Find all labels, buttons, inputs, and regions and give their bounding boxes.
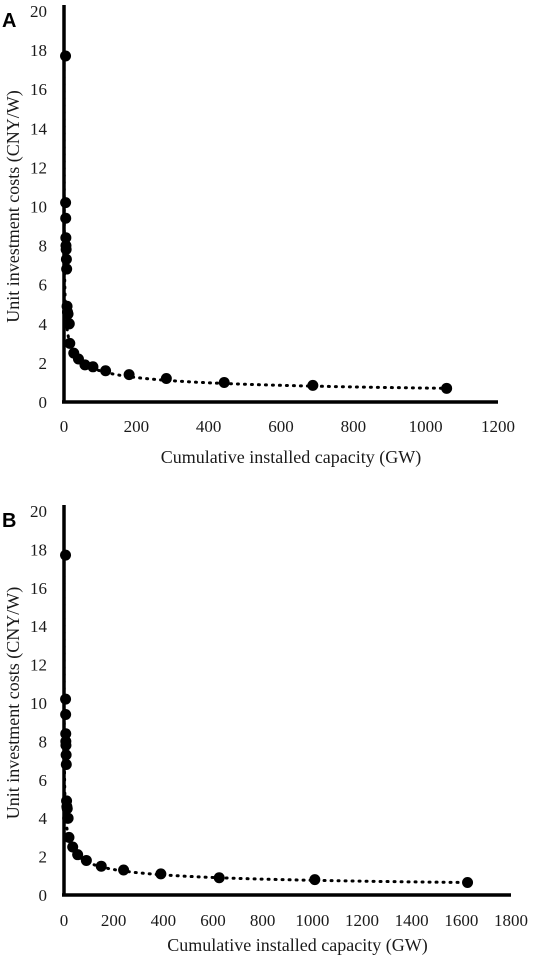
data-point	[60, 749, 72, 761]
x-tick-label: 1800	[494, 911, 528, 930]
x-tick-label: 1200	[481, 417, 515, 436]
y-tick-label: 16	[30, 80, 47, 99]
data-point	[462, 877, 474, 889]
data-point	[60, 709, 72, 721]
data-point	[309, 874, 321, 886]
panel-letter: A	[2, 10, 16, 32]
y-axis-title: Unit investment costs (CNY/W)	[3, 587, 24, 819]
y-tick-label: 20	[30, 2, 47, 21]
data-point	[441, 382, 453, 394]
x-tick-label: 1000	[409, 417, 443, 436]
data-point	[60, 693, 72, 705]
y-tick-label: 0	[39, 393, 48, 412]
y-tick-label: 6	[39, 771, 48, 790]
data-point	[62, 812, 74, 824]
trendline-dotted	[62, 553, 470, 885]
trendline-dotted	[62, 54, 449, 390]
x-tick-label: 0	[60, 911, 69, 930]
y-tick-label: 20	[30, 502, 47, 521]
y-axis-title: Unit investment costs (CNY/W)	[3, 90, 24, 322]
data-point	[61, 803, 73, 815]
x-tick-label: 400	[196, 417, 222, 436]
y-tick-label: 2	[39, 848, 48, 867]
x-tick-label: 1200	[345, 911, 379, 930]
y-tick-label: 14	[30, 617, 48, 636]
data-point	[155, 868, 167, 880]
y-tick-label: 12	[30, 656, 47, 675]
y-tick-label: 16	[30, 579, 47, 598]
x-tick-label: 600	[200, 911, 226, 930]
x-axis-title: Cumulative installed capacity (GW)	[161, 447, 421, 468]
y-tick-label: 0	[39, 886, 48, 905]
x-axis-title: Cumulative installed capacity (GW)	[167, 935, 427, 956]
panel-letter: B	[2, 510, 16, 532]
data-point	[213, 872, 225, 884]
data-point	[63, 318, 75, 330]
y-tick-label: 12	[30, 158, 47, 177]
x-tick-label: 200	[124, 417, 150, 436]
data-point	[80, 854, 92, 866]
x-tick-label: 1400	[395, 911, 429, 930]
x-tick-label: 400	[151, 911, 177, 930]
y-tick-label: 4	[39, 809, 48, 828]
data-point	[160, 373, 172, 385]
x-tick-label: 800	[341, 417, 367, 436]
data-point	[118, 864, 130, 876]
data-point	[60, 758, 72, 770]
x-tick-label: 1000	[295, 911, 329, 930]
y-tick-label: 10	[30, 198, 47, 217]
data-point	[100, 365, 112, 377]
data-point	[60, 739, 72, 751]
data-point	[60, 232, 72, 244]
x-tick-label: 800	[250, 911, 276, 930]
data-point	[307, 379, 319, 391]
data-point	[61, 263, 73, 275]
y-tick-label: 14	[30, 119, 48, 138]
y-tick-label: 6	[39, 276, 48, 295]
y-tick-label: 18	[30, 540, 47, 559]
data-point	[95, 860, 107, 872]
y-tick-label: 8	[39, 732, 48, 751]
y-tick-label: 10	[30, 694, 47, 713]
x-tick-label: 0	[60, 417, 69, 436]
data-point	[63, 831, 75, 843]
y-tick-label: 8	[39, 237, 48, 256]
y-tick-label: 2	[39, 354, 48, 373]
data-point	[62, 308, 74, 320]
data-point	[123, 369, 135, 381]
data-point	[60, 50, 72, 62]
y-tick-label: 18	[30, 41, 47, 60]
y-tick-label: 4	[39, 315, 48, 334]
data-point	[218, 376, 230, 388]
x-tick-label: 600	[268, 417, 294, 436]
data-point	[87, 361, 99, 373]
data-point	[72, 849, 84, 861]
x-tick-label: 1600	[444, 911, 478, 930]
data-point	[60, 728, 72, 740]
data-point	[60, 253, 72, 265]
data-point	[60, 197, 72, 209]
data-point	[64, 337, 76, 349]
x-tick-label: 200	[101, 911, 127, 930]
data-point	[60, 212, 72, 224]
data-point	[60, 244, 72, 256]
data-point	[60, 549, 72, 561]
